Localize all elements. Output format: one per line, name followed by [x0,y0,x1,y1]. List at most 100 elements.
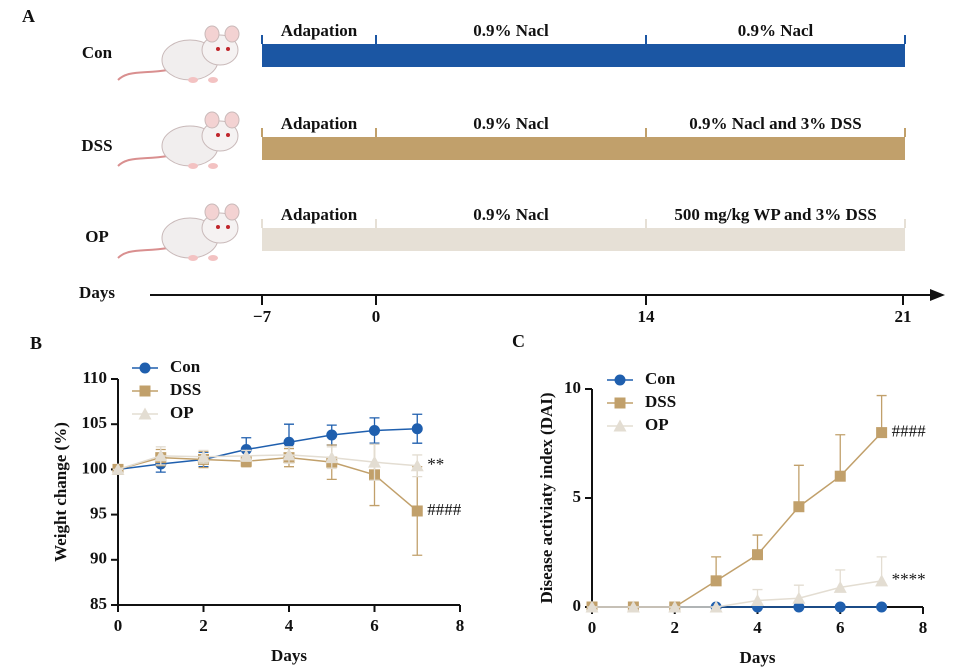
x-tick-label: 4 [753,618,762,637]
marker [283,436,295,448]
timeline-bar [262,44,905,67]
y-tick-label: 5 [573,487,582,506]
legend-marker [139,362,151,374]
series-line [592,432,883,608]
series-line [117,427,418,471]
marker [411,423,423,435]
marker [411,505,423,517]
y-tick-label: 95 [90,504,107,523]
legend-label: OP [645,415,669,434]
timeline-bar [262,137,905,160]
marker [368,455,381,468]
segment-label: Adapation [281,205,358,224]
error-bar [876,394,887,433]
timeline-bar [262,228,905,251]
marker [410,459,424,472]
y-tick-label: 10 [564,378,581,397]
group-label: DSS [81,136,112,155]
series-line [117,454,418,471]
y-tick-label: 90 [90,549,107,568]
error-bar [835,434,846,477]
marker [793,501,805,513]
panel-label: C [512,331,525,351]
marker [197,450,210,463]
marker [834,601,846,613]
series-line [592,580,882,608]
marker [585,600,599,613]
marker [369,425,380,437]
y-axis-title: Disease activiaty index (DAI) [537,392,556,603]
marker [709,600,723,613]
segment-label: 0.9% Nacl [473,205,549,224]
timeline-arrow [930,289,945,301]
segment-label: Adapation [281,114,358,133]
legend-marker [613,419,627,432]
marker [792,591,806,604]
significance-label: #### [427,500,462,519]
marker [751,593,764,606]
marker [239,449,253,462]
segment-label: Adapation [281,21,358,40]
y-axis-title: Weight change (%) [51,422,70,562]
legend-marker [614,397,626,409]
mouse-icon [117,25,240,84]
day-tick-label: −7 [253,307,272,326]
day-tick-label: 21 [895,307,912,326]
days-label: Days [79,283,115,302]
x-axis-title: Days [271,646,307,665]
significance-label: ** [427,455,444,474]
x-tick-label: 8 [456,616,465,635]
marker [876,601,888,613]
mouse-icon [117,203,240,262]
panel-label: A [22,6,35,26]
panel-label: B [30,333,42,353]
marker [876,427,888,439]
segment-label: 0.9% Nacl [473,114,549,133]
x-tick-label: 0 [588,618,597,637]
legend-marker [614,374,626,386]
segment-label: 500 mg/kg WP and 3% DSS [674,205,876,224]
legend-marker [138,407,152,420]
marker [833,580,847,593]
x-tick-label: 0 [114,616,123,635]
marker [111,462,125,475]
legend-label: OP [170,403,194,422]
mouse-icon [117,111,240,170]
legend-marker [139,385,151,397]
y-tick-label: 0 [573,596,582,615]
marker [326,429,338,441]
marker [875,574,889,587]
legend-label: Con [170,357,201,376]
legend-label: DSS [170,380,201,399]
x-tick-label: 2 [199,616,208,635]
y-tick-label: 110 [82,368,107,387]
x-tick-label: 6 [836,618,845,637]
marker [710,575,722,587]
y-tick-label: 100 [82,458,108,477]
group-label: Con [82,43,113,62]
day-tick-label: 14 [638,307,656,326]
marker [154,449,168,462]
legend-label: DSS [645,392,676,411]
legend-label: Con [645,369,676,388]
y-tick-label: 85 [90,594,107,613]
y-tick-label: 105 [82,413,108,432]
segment-label: 0.9% Nacl [473,21,549,40]
marker [282,448,296,461]
marker [793,601,805,613]
x-axis-title: Days [740,648,776,667]
error-bar [793,464,804,507]
group-label: OP [85,227,109,246]
x-tick-label: 2 [671,618,680,637]
marker [626,600,640,613]
marker [834,470,846,482]
significance-label: #### [892,422,927,441]
segment-label: 0.9% Nacl [738,21,814,40]
marker [325,451,339,464]
day-tick-label: 0 [372,307,381,326]
marker [668,600,682,613]
significance-label: **** [892,570,926,589]
x-tick-label: 4 [285,616,294,635]
segment-label: 0.9% Nacl and 3% DSS [689,114,861,133]
